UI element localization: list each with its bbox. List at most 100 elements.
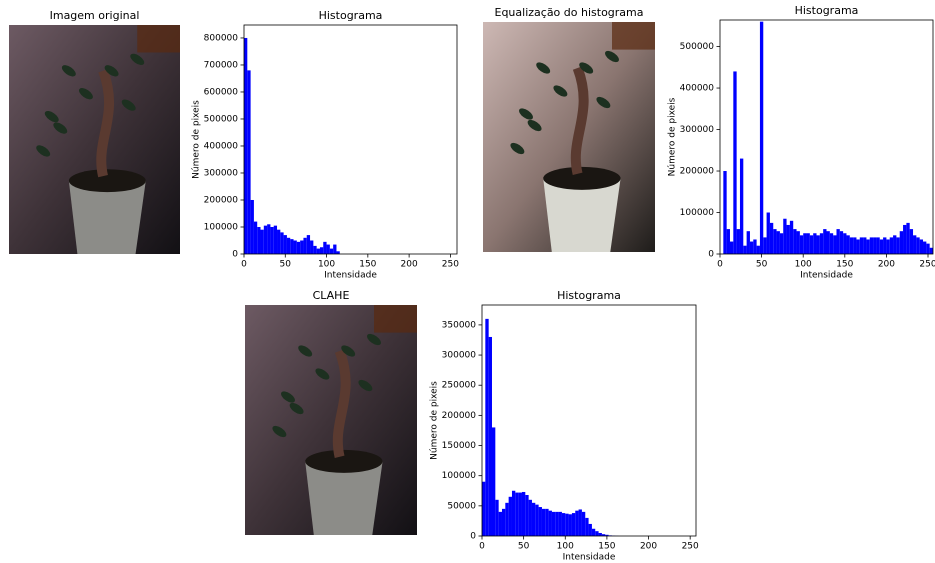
x-tick-label: 0: [241, 260, 247, 270]
bar: [313, 246, 316, 254]
bar: [783, 219, 786, 254]
bar: [926, 244, 929, 254]
bar: [886, 239, 889, 254]
bar: [793, 229, 796, 254]
bar: [287, 238, 290, 254]
y-tick-label: 0: [470, 532, 476, 542]
y-tick-label: 100000: [680, 208, 715, 218]
bar: [323, 242, 326, 254]
bar: [512, 491, 515, 536]
y-tick-label: 600000: [204, 87, 239, 97]
bar: [549, 511, 552, 536]
y-tick-label: 500000: [204, 114, 239, 124]
bar: [780, 233, 783, 254]
bar: [284, 235, 287, 254]
bar: [767, 213, 770, 254]
bar: [290, 239, 293, 254]
window-frame: [374, 305, 417, 333]
bar: [257, 227, 260, 254]
bar: [873, 237, 876, 254]
bar: [930, 248, 933, 254]
bar: [740, 159, 743, 254]
y-tick-label: 0: [232, 250, 238, 260]
x-axis-label: Intensidade: [324, 271, 377, 281]
bar: [770, 223, 773, 254]
bar: [903, 225, 906, 254]
y-tick-label: 300000: [204, 168, 239, 178]
bar: [522, 492, 525, 536]
bar: [893, 235, 896, 254]
x-tick-label: 50: [518, 542, 530, 552]
bar: [807, 233, 810, 254]
bar: [525, 495, 528, 536]
bar: [592, 529, 595, 536]
y-tick-label: 50000: [447, 501, 476, 511]
bar: [730, 242, 733, 254]
window-frame: [137, 25, 180, 52]
bar: [539, 507, 542, 536]
bar: [823, 229, 826, 254]
bar: [896, 237, 899, 254]
bar: [820, 233, 823, 254]
bar: [760, 22, 763, 254]
bar: [495, 500, 498, 536]
bar: [797, 231, 800, 254]
bar: [920, 239, 923, 254]
bar: [599, 533, 602, 536]
x-tick-label: 200: [640, 542, 657, 552]
x-tick-label: 250: [682, 542, 699, 552]
bar: [509, 497, 512, 536]
y-axis-label: Número de pixeis: [668, 97, 678, 176]
bar: [505, 503, 508, 536]
bar: [916, 237, 919, 254]
bar: [489, 337, 492, 536]
bar: [595, 531, 598, 536]
bar: [562, 513, 565, 536]
histogram: [244, 38, 340, 254]
chart-title: Histograma: [319, 9, 383, 22]
bar: [883, 237, 886, 254]
bar: [482, 482, 485, 536]
x-tick-label: 100: [795, 260, 812, 270]
bar: [545, 509, 548, 536]
x-tick-label: 0: [717, 260, 723, 270]
bar: [254, 222, 257, 254]
bar: [582, 512, 585, 536]
x-tick-label: 250: [442, 260, 459, 270]
bar: [846, 235, 849, 254]
bar: [294, 240, 297, 254]
image: [483, 22, 655, 252]
bar: [307, 235, 310, 254]
y-tick-label: 0: [708, 250, 714, 260]
bar: [787, 225, 790, 254]
bar: [336, 251, 339, 254]
y-tick-label: 400000: [204, 141, 239, 151]
image-title: Equalização do histograma: [495, 6, 644, 19]
window-frame: [612, 22, 655, 50]
bar: [270, 227, 273, 254]
bar: [555, 512, 558, 536]
figure: Imagem original0501001502002500100000200…: [0, 0, 935, 563]
bar: [247, 70, 250, 254]
y-tick-label: 300000: [442, 351, 477, 361]
bar: [817, 235, 820, 254]
bar: [575, 511, 578, 536]
y-axis-label: Número de pixeis: [430, 381, 440, 460]
y-tick-label: 100000: [442, 471, 477, 481]
x-axis-label: Intensidade: [800, 271, 853, 281]
bar: [569, 514, 572, 536]
y-tick-label: 400000: [680, 84, 715, 94]
bar: [777, 231, 780, 254]
y-tick-label: 150000: [442, 441, 477, 451]
histogram: [723, 22, 933, 254]
x-tick-label: 150: [836, 260, 853, 270]
bar: [843, 233, 846, 254]
bar: [743, 246, 746, 254]
bar: [860, 237, 863, 254]
bar: [790, 221, 793, 254]
image: [9, 25, 180, 254]
bar: [559, 512, 562, 536]
bar: [900, 231, 903, 254]
bar: [856, 239, 859, 254]
bar: [297, 242, 300, 254]
